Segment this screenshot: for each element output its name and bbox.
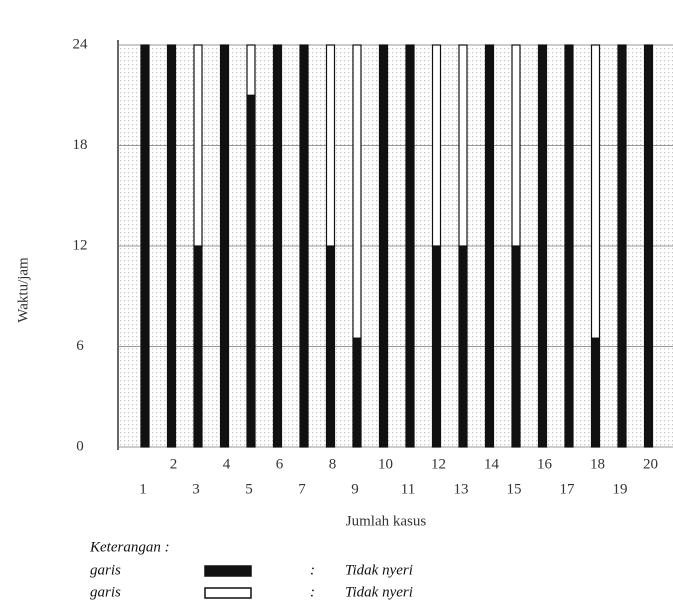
bar-segment	[590, 44, 601, 339]
y-tick-label: 12	[73, 237, 88, 253]
y-tick-label: 6	[76, 338, 84, 354]
x-tick-label: 18	[590, 456, 605, 472]
bar-segment	[590, 337, 601, 448]
legend-text: Tidak nyeri	[345, 584, 413, 600]
bar-segment	[431, 44, 442, 247]
legend-label: garis	[90, 584, 121, 600]
bar-segment	[458, 245, 468, 448]
y-tick-label: 24	[73, 36, 89, 52]
x-tick-label: 4	[223, 456, 231, 472]
x-tick-label: 6	[276, 456, 284, 472]
x-tick-label: 2	[170, 456, 178, 472]
bar-segment	[193, 245, 203, 448]
bar-segment	[352, 44, 362, 339]
bar-segment	[484, 44, 495, 448]
x-tick-label: 19	[613, 481, 628, 497]
x-tick-label: 5	[245, 481, 253, 497]
bar-segment	[272, 44, 283, 448]
x-tick-label: 8	[329, 456, 337, 472]
x-tick-label: 3	[192, 481, 200, 497]
legend-swatch	[204, 565, 252, 577]
x-tick-label: 1	[139, 481, 147, 497]
x-axis-label: Jumlah kasus	[346, 513, 427, 529]
bar-segment	[617, 44, 627, 448]
x-tick-label: 12	[431, 456, 446, 472]
bar-segment	[325, 245, 336, 448]
x-tick-label: 16	[537, 456, 553, 472]
legend-separator: :	[310, 562, 315, 578]
x-tick-label: 14	[484, 456, 500, 472]
bar-segment	[352, 337, 362, 448]
bar-segment	[458, 44, 468, 247]
bar-segment	[246, 44, 256, 96]
x-tick-label: 17	[560, 481, 576, 497]
bar-segment	[219, 44, 230, 448]
x-tick-label: 13	[454, 481, 469, 497]
bar-segment	[431, 245, 442, 448]
bar-segment	[564, 44, 574, 448]
x-tick-label: 9	[351, 481, 359, 497]
x-tick-label: 7	[298, 481, 306, 497]
x-tick-label: 15	[507, 481, 522, 497]
bar-segment	[246, 94, 256, 448]
bar-segment	[537, 44, 548, 448]
legend-label: garis	[90, 562, 121, 578]
bar-segment	[193, 44, 203, 247]
legend-title: Keterangan :	[89, 539, 170, 555]
bar-segment	[511, 245, 521, 448]
bar-segment	[299, 44, 309, 448]
x-tick-label: 11	[401, 481, 415, 497]
x-tick-label: 20	[643, 456, 658, 472]
legend-separator: :	[310, 584, 315, 600]
bar-segment	[166, 44, 177, 448]
bar-segment	[405, 44, 415, 448]
y-tick-label: 0	[76, 438, 84, 454]
x-tick-label: 10	[378, 456, 393, 472]
bar-segment	[325, 44, 336, 247]
y-tick-label: 18	[73, 137, 88, 153]
bar-segment	[643, 44, 654, 448]
legend-text: Tidak nyeri	[345, 562, 413, 578]
bar-segment	[511, 44, 521, 247]
legend-swatch	[204, 587, 252, 599]
bar-segment	[140, 44, 150, 448]
bar-segment	[378, 44, 389, 448]
y-axis-label: Waktu/jam	[15, 257, 31, 323]
